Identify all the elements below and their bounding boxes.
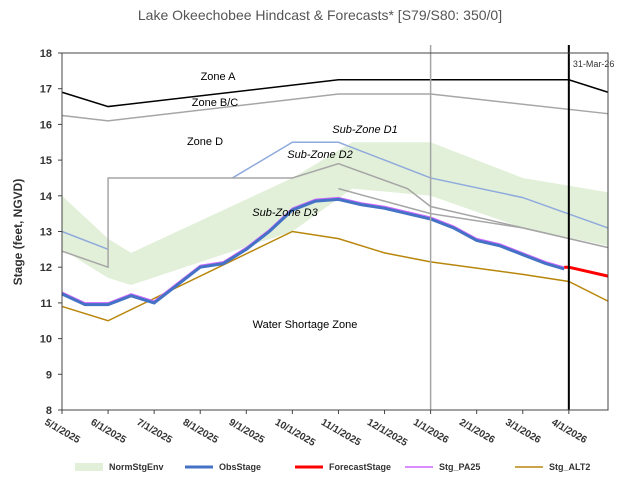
zone-line <box>61 93 609 122</box>
y-tick-label: 10 <box>40 334 52 346</box>
zone-label: Water Shortage Zone <box>253 319 358 331</box>
x-tick-label: 2/1/2026 <box>457 417 497 446</box>
y-tick-label: 12 <box>40 262 52 274</box>
legend-label: ForecastStage <box>329 462 391 472</box>
x-tick-label: 7/1/2025 <box>135 417 175 446</box>
y-tick-label: 15 <box>40 155 52 167</box>
zone-line <box>61 79 609 108</box>
zone-label: Zone D <box>187 136 223 148</box>
y-tick-label: 11 <box>40 298 52 310</box>
x-tick-label: 10/1/2025 <box>273 417 317 449</box>
zone-label: Sub-Zone D3 <box>252 207 318 219</box>
norm-envelope <box>62 142 608 286</box>
y-tick-label: 17 <box>40 84 52 96</box>
legend-label: Stg_ALT2 <box>549 462 590 472</box>
zone-line <box>61 162 609 269</box>
y-tick-label: 13 <box>40 227 52 239</box>
x-tick-label: 6/1/2025 <box>89 417 129 446</box>
zone-label: Zone B/C <box>192 97 239 109</box>
series-line <box>564 265 609 278</box>
x-tick-label: 12/1/2025 <box>365 417 409 449</box>
y-tick-label: 14 <box>40 191 53 203</box>
y-tick-label: 8 <box>46 405 52 417</box>
y-axis-label: Stage (feet, NGVD) <box>11 179 25 286</box>
zone-line <box>61 141 609 251</box>
x-tick-label: 3/1/2026 <box>503 417 543 446</box>
zone-label: Sub-Zone D1 <box>332 124 397 136</box>
y-tick-label: 18 <box>40 48 52 60</box>
x-tick-label: 4/1/2026 <box>549 417 589 446</box>
series-line <box>61 196 565 304</box>
x-tick-label: 1/1/2026 <box>411 417 451 446</box>
x-tick-label: 9/1/2025 <box>227 417 267 446</box>
legend-label: Stg_PA25 <box>439 462 480 472</box>
x-tick-label: 5/1/2025 <box>43 417 83 446</box>
zone-line <box>338 187 609 249</box>
x-tick-label: 11/1/2025 <box>319 417 363 449</box>
marker-label: 31-Mar-26 <box>573 59 615 69</box>
legend-label: ObsStage <box>219 462 261 472</box>
series-line <box>61 197 565 307</box>
chart-title: Lake Okeechobee Hindcast & Forecasts* [S… <box>138 7 502 23</box>
zone-label: Zone A <box>201 71 237 83</box>
y-tick-label: 16 <box>40 119 52 131</box>
x-tick-label: 8/1/2025 <box>181 417 221 446</box>
legend-label: NormStgEnv <box>109 462 164 472</box>
plot-frame <box>61 52 609 411</box>
y-tick-label: 9 <box>46 369 52 381</box>
zone-label: Sub-Zone D2 <box>287 149 352 161</box>
